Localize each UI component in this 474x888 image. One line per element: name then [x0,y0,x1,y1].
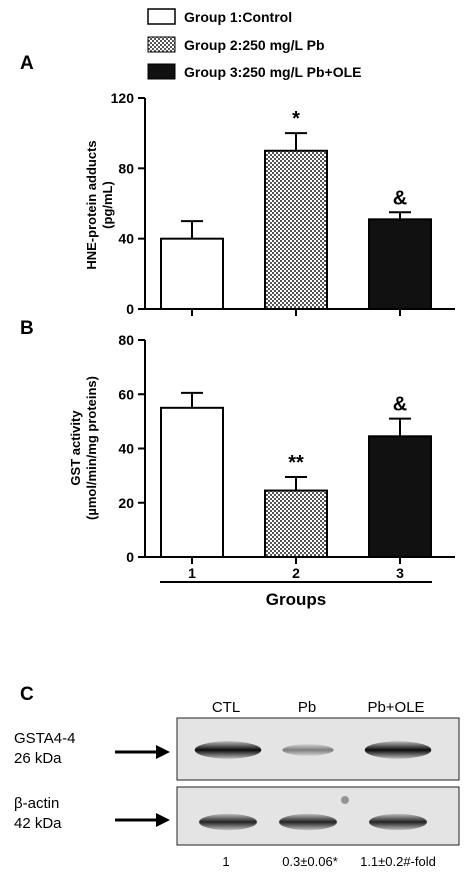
legend-label-group1: Group 1:Control [184,9,292,25]
chart-b: B GST activity (µmol/min/mg proteins) 0 2… [20,318,455,609]
chartB-bar-2 [264,489,328,559]
blot-band [282,744,334,756]
chart-b-ylabel-line1: GST activity [68,410,83,486]
blot-band [364,741,432,759]
chartA-ytick-label: 80 [118,160,134,176]
legend-label-group3: Group 3:250 mg/L Pb+OLE [184,64,362,80]
chart-a-ylabel-line2: (pg/mL) [100,181,115,229]
legend-label-group2: Group 2:250 mg/L Pb [184,37,325,53]
chartB-ytick-label: 80 [118,332,134,348]
chartA-annotation: & [393,187,407,209]
chartB-ytick-label: 40 [118,441,134,457]
chartB-xtick-label: 2 [292,565,300,581]
chartB-xtick-label: 1 [188,565,196,581]
chartB-ytick-label: 0 [126,549,134,565]
legend: Group 1:Control Group 2:250 mg/L Pb Grou… [147,8,362,80]
chartB-bar-3 [368,435,432,559]
blot-band [194,741,262,759]
chart-b-ylabel-line2: (µmol/min/mg proteins) [84,376,99,520]
chart-b-xlabel: Groups [266,590,326,609]
legend-swatch-group1 [147,8,176,25]
chartB-annotation: & [393,394,407,416]
blot-band [199,813,257,831]
blot-fold-pb: 0.3±0.06* [282,854,338,869]
blot-panel: C CTL Pb Pb+OLE GSTA4-4 26 kDa β-actin 4… [14,684,460,869]
legend-swatch-group2 [147,36,176,53]
chart-a: A HNE-protein adducts (pg/mL) 0 40 80 120 *… [20,53,455,317]
chartB-annotation: ** [288,452,304,474]
blot-spot [341,796,349,804]
blot-row2-arrow [115,813,170,827]
blot-lane-label-pb: Pb [298,699,316,716]
panel-label-c: C [20,684,34,705]
chart-b-ylabel: GST activity (µmol/min/mg proteins) [68,376,99,520]
blot-row2-size: 42 kDa [14,815,62,832]
panel-label-b: B [20,318,34,339]
blot-fold-pb-ole: 1.1±0.2#-fold [360,854,436,869]
chartB-ytick-label: 60 [118,386,134,402]
chartB-xtick-label: 3 [396,565,404,581]
chartA-annotation: * [292,108,300,130]
legend-swatch-group3 [147,63,176,80]
chartA-bar-1 [160,237,224,311]
chartB-ytick-label: 20 [118,495,134,511]
chartA-ytick-label: 40 [118,231,134,247]
blot-row2-name: β-actin [14,795,59,812]
blot-row1-name: GSTA4-4 [14,730,75,747]
blot-band [369,813,427,831]
panel-label-a: A [20,53,34,74]
blot-fold-ctl: 1 [222,854,229,869]
chartA-ytick-label: 0 [126,301,134,317]
chart-a-ylabel: HNE-protein adducts (pg/mL) [84,140,115,269]
chartB-bar-1 [160,406,224,558]
blot-row1-size: 26 kDa [14,750,62,767]
chartA-bar-2 [264,149,328,310]
blot-row1-arrow [115,745,170,759]
blot-band [279,813,337,831]
chartA-bar-3 [368,218,432,310]
chartA-ytick-label: 120 [111,90,135,106]
chart-a-ylabel-line1: HNE-protein adducts [84,140,99,269]
blot-lane-label-pb-ole: Pb+OLE [367,699,424,716]
blot-lane-label-ctl: CTL [212,699,240,716]
